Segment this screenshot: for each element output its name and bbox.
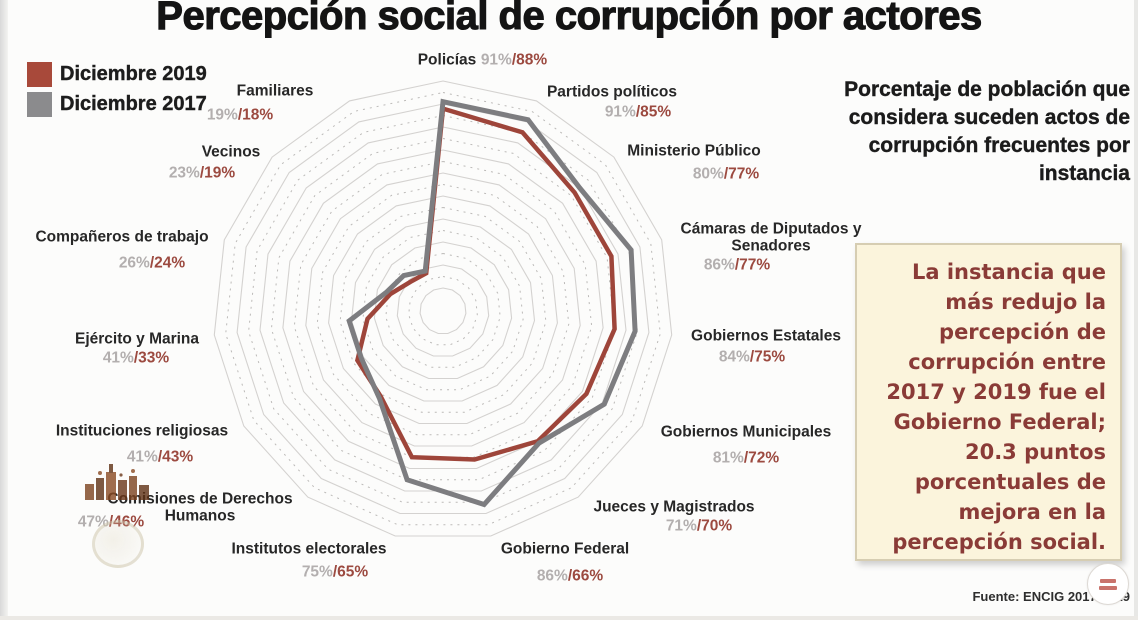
- series-line-2019: [354, 105, 617, 462]
- grid-ring: [213, 80, 673, 537]
- axis-value: 86%/77%: [703, 256, 771, 274]
- axis-value: 23%/19%: [168, 164, 236, 182]
- bottom-edge-strip: [0, 616, 1138, 620]
- watermark-logo: [85, 464, 149, 500]
- axis-label: Vecinos: [201, 143, 261, 161]
- axis-label: Gobiernos Municipales: [660, 423, 832, 441]
- stamp-text-line: [1100, 578, 1116, 583]
- axis-label: Partidos políticos: [546, 83, 678, 101]
- axis-label: Policías: [417, 51, 477, 69]
- grid-ring: [339, 206, 547, 413]
- legend-swatch-2019-icon: [27, 61, 52, 87]
- axis-value: 86%/66%: [536, 567, 604, 585]
- axis-label: Compañeros de trabajo: [35, 228, 209, 246]
- series-line-2017: [346, 98, 638, 508]
- left-edge-strip: [0, 0, 8, 620]
- watermark-circle: [92, 520, 144, 568]
- axis-value: 75%/65%: [301, 563, 369, 581]
- axis-label: Familiares: [236, 82, 314, 100]
- axis-label: Gobiernos Estatales: [691, 327, 841, 345]
- axis-value: 71%/70%: [665, 517, 733, 535]
- radar-grid: [213, 80, 673, 537]
- legend-item-2017: Diciembre 2017: [27, 91, 207, 117]
- grid-ring: [282, 149, 604, 470]
- grid-ring: [270, 137, 616, 481]
- axis-value: 41%/43%: [126, 448, 194, 466]
- grid-ring: [396, 264, 490, 357]
- axis-label: Cámaras de Diputados y Senadores: [680, 220, 862, 255]
- grid-ring: [293, 160, 593, 458]
- grid-ring: [385, 252, 501, 368]
- grid-ring: [408, 275, 478, 346]
- grid-ring: [362, 229, 524, 391]
- axis-value: 26%/24%: [118, 254, 186, 272]
- axis-value: 91%/88%: [480, 51, 548, 69]
- grid-ring: [419, 287, 467, 335]
- grid-ring: [259, 126, 627, 492]
- grid-ring: [305, 172, 581, 447]
- axis-label: Gobierno Federal: [500, 540, 630, 558]
- axis-value: 41%/33%: [102, 349, 170, 367]
- stamp-text-line: [1099, 585, 1117, 590]
- axis-value: 80%/77%: [692, 165, 760, 183]
- page-title: Percepción social de corrupción por acto…: [156, 0, 983, 39]
- legend-label-2019: Diciembre 2019: [60, 62, 207, 85]
- axis-label: Instituciones religiosas: [55, 422, 229, 440]
- stamp-watermark: [1087, 563, 1129, 605]
- grid-ring: [316, 183, 570, 436]
- grid-ring: [248, 114, 638, 503]
- legend-item-2019: Diciembre 2019: [27, 61, 207, 87]
- axis-label: Ministerio Público: [627, 142, 761, 160]
- grid-ring: [328, 195, 558, 425]
- legend-swatch-2017-icon: [27, 91, 52, 117]
- axis-label: Comisiones de Derechos Humanos: [107, 490, 293, 525]
- axis-label: Ejército y Marina: [74, 330, 200, 348]
- axis-value: 91%/85%: [604, 103, 672, 121]
- right-edge-strip: [1134, 0, 1138, 620]
- grid-ring: [236, 103, 650, 515]
- grid-ring: [225, 91, 661, 526]
- axis-value: 84%/75%: [718, 348, 786, 366]
- callout-box: La instancia que más redujo la percepció…: [855, 243, 1122, 561]
- chart-legend: Diciembre 2019 Diciembre 2017: [27, 61, 207, 121]
- axis-value: 81%/72%: [712, 449, 780, 467]
- grid-ring: [373, 241, 513, 380]
- legend-label-2017: Diciembre 2017: [60, 92, 207, 115]
- axis-value: 19%/18%: [206, 106, 274, 124]
- grid-ring: [350, 218, 536, 402]
- axis-label: Institutos electorales: [231, 540, 387, 558]
- chart-subtitle: Porcentaje de población que considera su…: [844, 78, 1130, 185]
- axis-label: Jueces y Magistrados: [593, 498, 755, 516]
